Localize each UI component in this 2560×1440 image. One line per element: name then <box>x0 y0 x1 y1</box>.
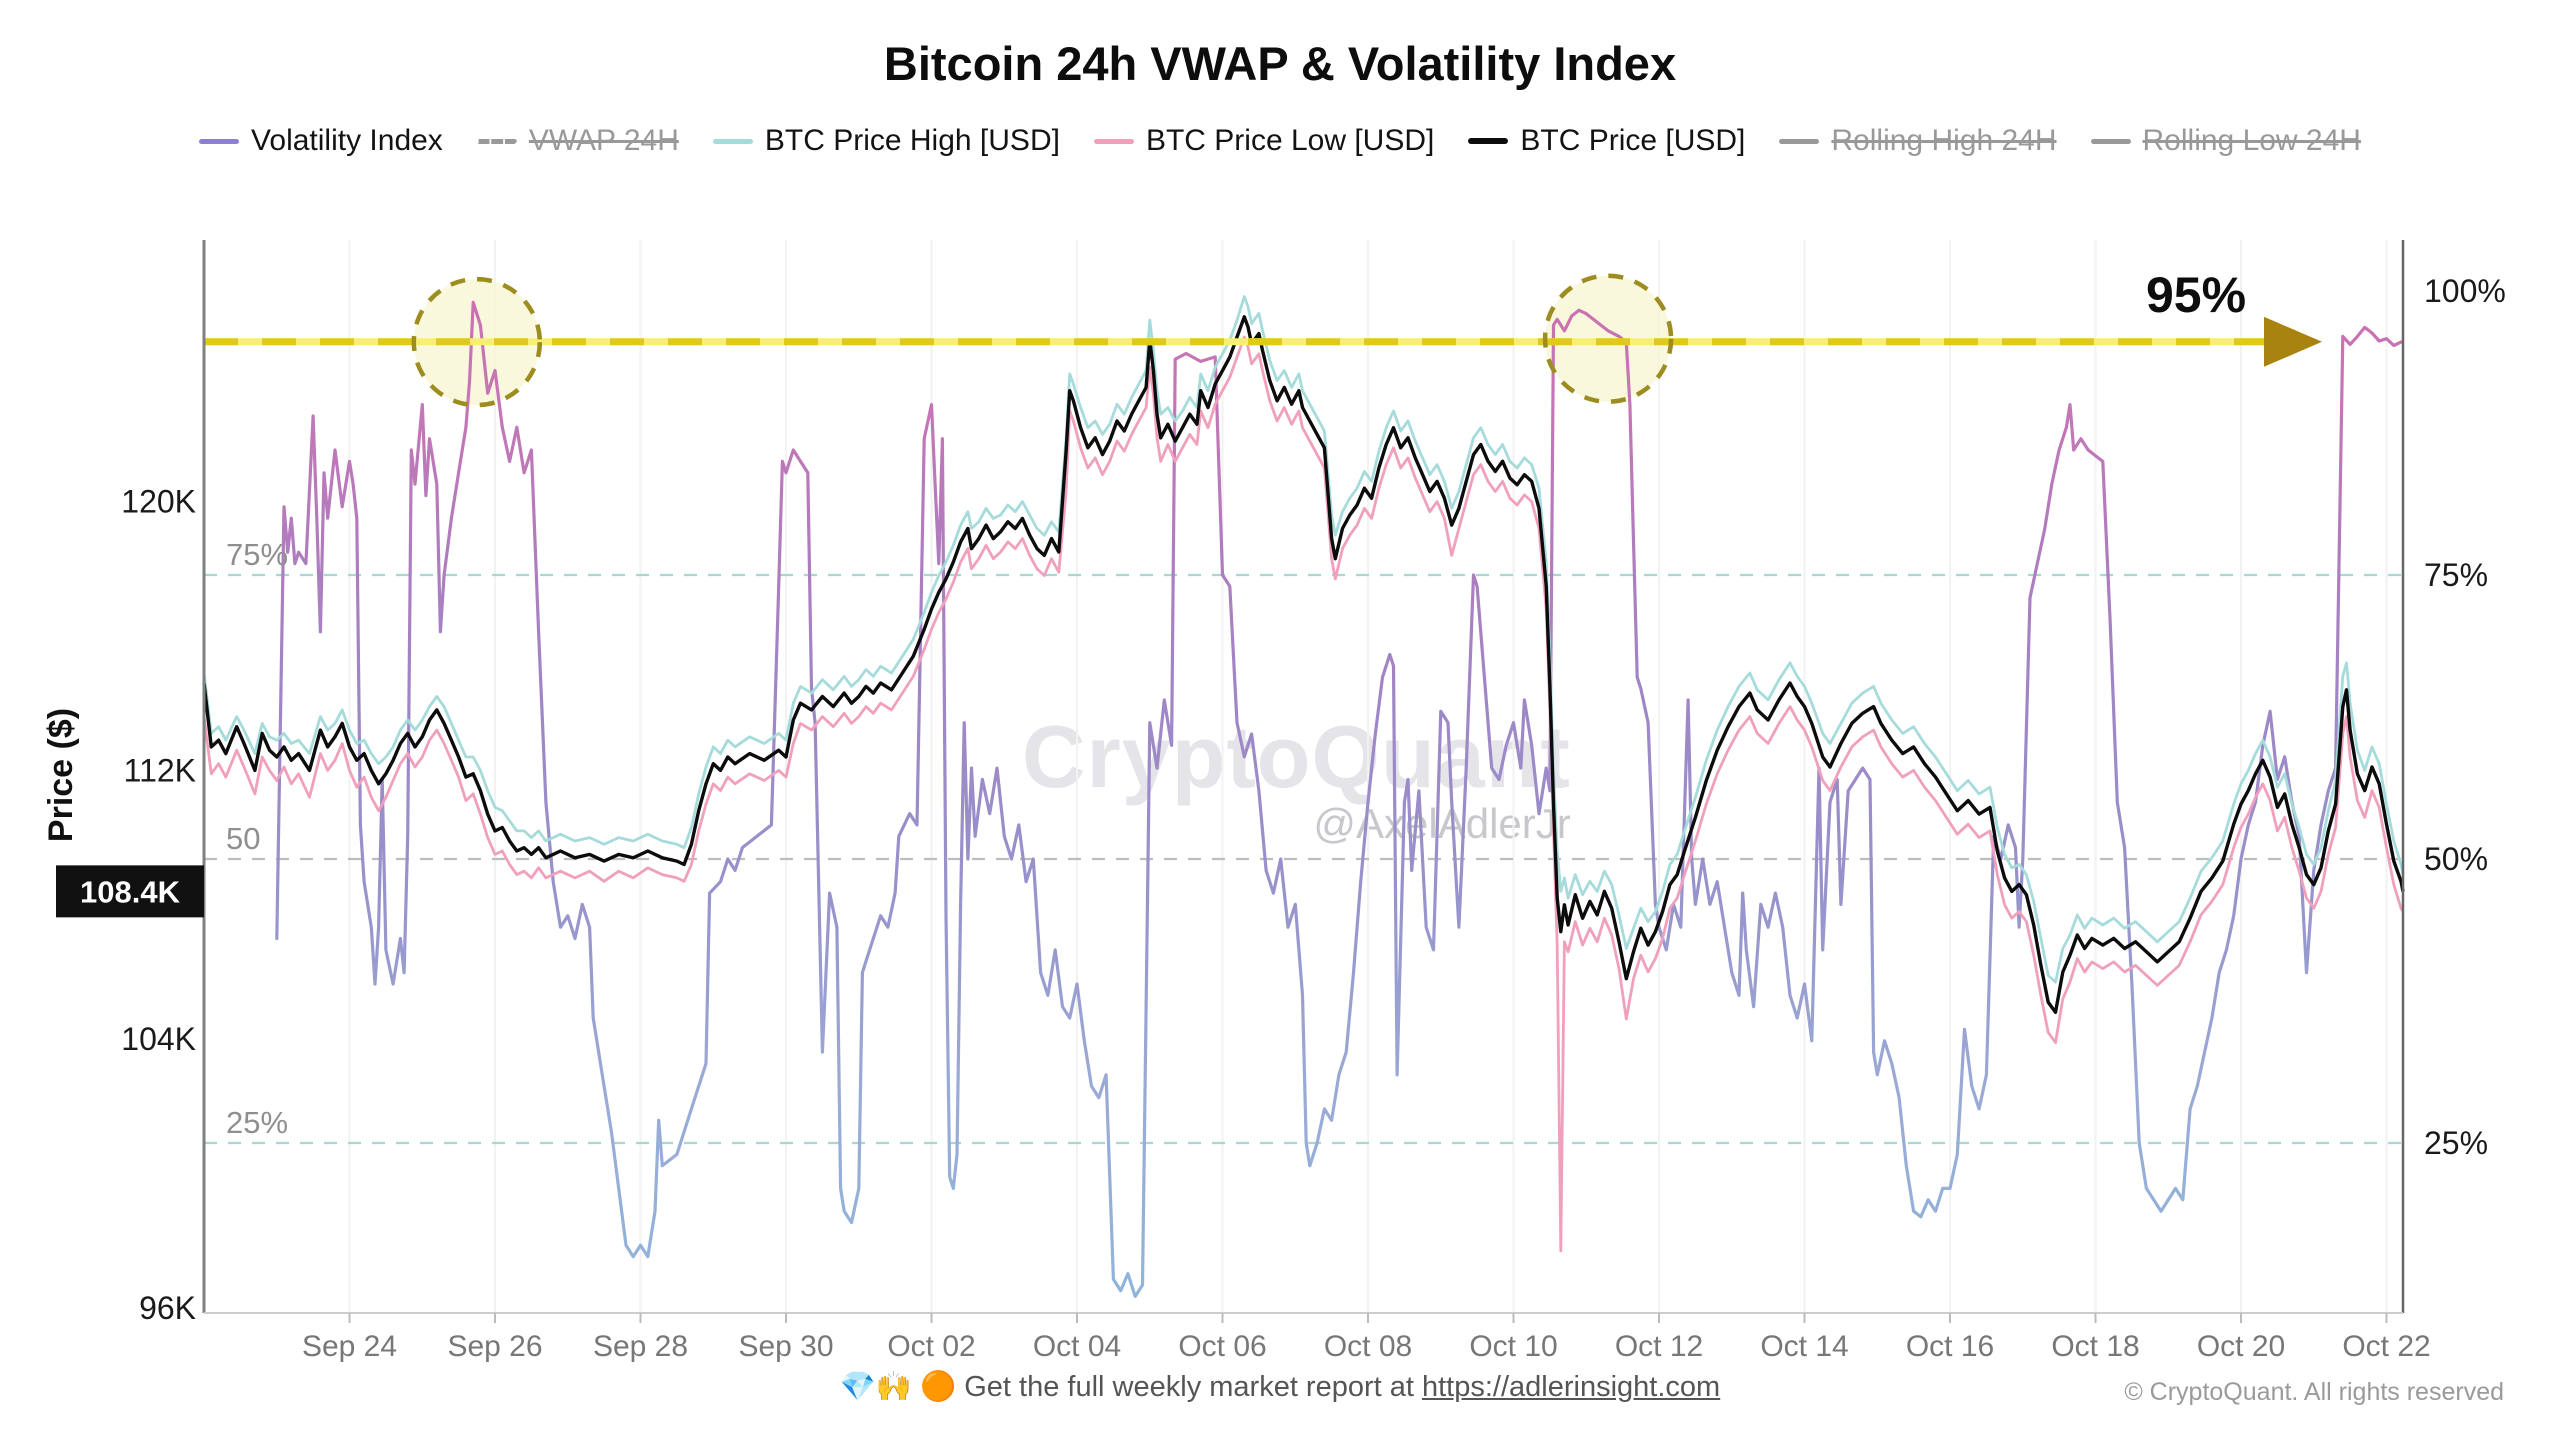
legend-item-btc-price-low-usd-[interactable]: BTC Price Low [USD] <box>1093 124 1435 158</box>
legend-item-volatility-index[interactable]: Volatility Index <box>199 124 443 158</box>
inplot-label-50: 50 <box>226 821 260 856</box>
percent-tick-label: 75% <box>2424 557 2488 593</box>
copyright: © CryptoQuant. All rights reserved <box>2124 1378 2504 1406</box>
legend-swatch-icon <box>199 138 240 144</box>
target-arrow-icon <box>2264 316 2322 367</box>
legend-item-btc-price-usd-[interactable]: BTC Price [USD] <box>1468 124 1745 158</box>
x-tick-label: Oct 04 <box>1033 1330 1121 1363</box>
inplot-label-25: 25% <box>226 1105 288 1140</box>
legend-item-btc-price-high-usd-[interactable]: BTC Price High [USD] <box>712 124 1060 158</box>
footer-note: 💎🙌 🟠 Get the full weekly market report a… <box>0 1370 2560 1404</box>
footer-link[interactable]: https://adlerinsight.com <box>1422 1371 1721 1403</box>
x-tick-label: Sep 28 <box>593 1330 688 1363</box>
legend-label: Rolling Low 24H <box>2142 124 2361 157</box>
footer-text: Get the full weekly market report at <box>964 1371 1422 1403</box>
volatility-index-line <box>275 300 2403 1298</box>
x-tick-label: Oct 08 <box>1324 1330 1412 1363</box>
x-tick-label: Oct 10 <box>1469 1330 1557 1363</box>
btc-price-high-line <box>202 295 2405 984</box>
legend-swatch-icon <box>1779 138 1820 144</box>
page-title: Bitcoin 24h VWAP & Volatility Index <box>883 37 1677 90</box>
btc-price-low-line <box>202 335 2405 1253</box>
legend-item-rolling-low-24h[interactable]: Rolling Low 24H <box>2090 124 2361 158</box>
legend-swatch-icon <box>2090 138 2131 144</box>
legend-swatch-icon <box>1093 138 1134 144</box>
x-tick-label: Oct 06 <box>1178 1330 1266 1363</box>
x-tick-label: Oct 20 <box>2197 1330 2285 1363</box>
x-tick-label: Oct 14 <box>1760 1330 1848 1363</box>
price-tick-label: 112K <box>124 752 196 788</box>
x-tick-label: Sep 26 <box>447 1330 542 1363</box>
footer-emoji: 💎🙌 🟠 <box>839 1371 965 1403</box>
x-tick-label: Sep 30 <box>738 1330 833 1363</box>
legend-label: BTC Price [USD] <box>1520 124 1746 157</box>
x-tick-label: Oct 18 <box>2051 1330 2139 1363</box>
target-percent-label: 95% <box>2146 267 2246 323</box>
legend-label: VWAP 24H <box>528 124 679 157</box>
highlight-circle-1 <box>411 276 543 408</box>
percent-tick-label: 50% <box>2424 841 2488 877</box>
legend: Volatility Index VWAP 24H BTC Price High [… <box>0 124 2560 158</box>
legend-swatch-icon <box>1468 138 1509 144</box>
x-tick-label: Oct 22 <box>2342 1330 2430 1363</box>
legend-label: BTC Price High [USD] <box>764 124 1060 157</box>
highlight-circle-2 <box>1542 273 1674 404</box>
current-price-badge-label: 108.4K <box>80 874 181 909</box>
price-tick-label: 120K <box>121 484 196 520</box>
x-tick-label: Sep 24 <box>302 1330 397 1363</box>
x-tick-label: Oct 16 <box>1906 1330 1994 1363</box>
legend-label: Rolling High 24H <box>1831 124 2057 157</box>
legend-item-rolling-high-24h[interactable]: Rolling High 24H <box>1779 124 2057 158</box>
price-axis-title: Price ($) <box>42 708 80 842</box>
btc-price-line <box>202 315 2405 1014</box>
price-tick-label: 104K <box>121 1021 196 1057</box>
current-price-badge <box>56 865 204 918</box>
legend-swatch-icon <box>712 138 753 144</box>
percent-tick-label: 100% <box>2424 273 2506 309</box>
legend-label: Volatility Index <box>251 124 443 157</box>
legend-swatch-icon <box>476 138 517 144</box>
legend-label: BTC Price Low [USD] <box>1145 124 1435 157</box>
x-tick-label: Oct 02 <box>887 1330 975 1363</box>
x-tick-label: Oct 12 <box>1615 1330 1703 1363</box>
inplot-label-75: 75% <box>226 537 288 572</box>
legend-item-vwap-24h[interactable]: VWAP 24H <box>476 124 679 158</box>
percent-tick-label: 25% <box>2424 1125 2488 1161</box>
price-tick-label: 96K <box>139 1290 196 1326</box>
